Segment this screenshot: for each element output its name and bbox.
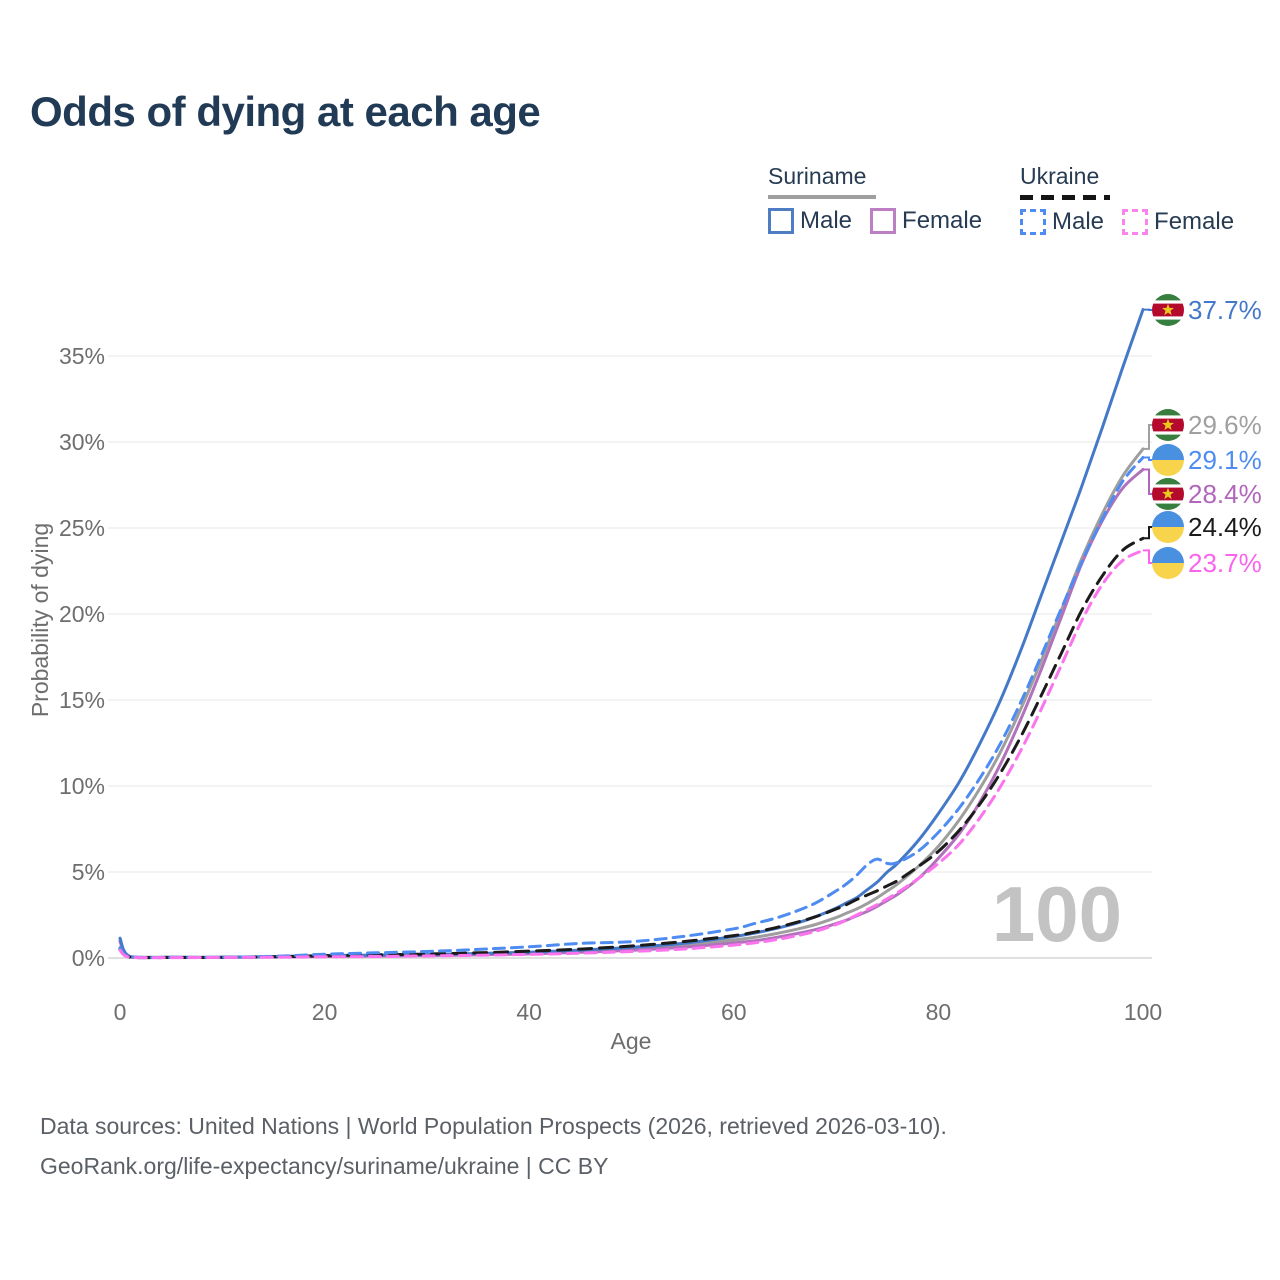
y-tick-label: 35% <box>59 343 105 369</box>
y-tick-label: 15% <box>59 687 105 713</box>
series-line-suriname-male[interactable] <box>118 308 1145 959</box>
footer-data-sources: Data sources: United Nations | World Pop… <box>40 1113 947 1139</box>
legend-item-ukraine-male[interactable]: Male <box>1020 208 1104 236</box>
suriname-flag-icon <box>1152 478 1184 510</box>
end-label-suriname-female: 28.4% <box>1188 479 1262 509</box>
end-labels: 37.7% 29.6% 29.1% 28.4% 24.4% 23.7% <box>1143 294 1262 579</box>
x-tick-label: 20 <box>312 999 338 1025</box>
x-tick-label: 100 <box>1124 999 1162 1025</box>
series-line-suriname-female[interactable] <box>118 468 1145 960</box>
suriname-female-swatch <box>870 208 897 234</box>
footer: Data sources: United Nations | World Pop… <box>40 1106 947 1186</box>
legend: Suriname Male Female Ukraine Male Female <box>0 163 1280 243</box>
series-lines <box>118 308 1145 960</box>
legend-label-suriname-female: Female <box>902 207 983 234</box>
ukraine-flag-icon <box>1152 547 1184 579</box>
y-tick-label: 20% <box>59 601 105 627</box>
ukraine-male-swatch <box>1020 209 1046 235</box>
legend-item-ukraine-female[interactable]: Female <box>1122 208 1234 236</box>
leader-line-ukraine-male <box>1143 456 1154 461</box>
ukraine-line-swatch <box>1020 195 1110 200</box>
suriname-line-swatch <box>768 195 876 199</box>
y-tick-label: 5% <box>72 859 105 885</box>
end-label-suriname-both: 29.6% <box>1188 410 1262 440</box>
series-line-ukraine-male[interactable] <box>118 456 1145 960</box>
page-title: Odds of dying at each age <box>30 88 541 135</box>
gridlines <box>108 355 1152 959</box>
legend-label-ukraine-female: Female <box>1154 208 1235 235</box>
y-axis-title: Probability of dying <box>27 523 53 717</box>
legend-country-ukraine[interactable]: Ukraine <box>1020 163 1100 189</box>
y-tick-label: 10% <box>59 773 105 799</box>
series-line-ukraine-both[interactable] <box>118 536 1145 960</box>
y-tick-label: 30% <box>59 429 105 455</box>
x-axis-title: Age <box>611 1028 652 1054</box>
legend-item-suriname-female[interactable]: Female <box>870 207 982 235</box>
end-label-ukraine-female: 23.7% <box>1188 548 1262 578</box>
legend-group-suriname: Suriname Male Female <box>768 163 1000 235</box>
ukraine-flag-icon <box>1152 511 1184 543</box>
x-tick-label: 60 <box>721 999 747 1025</box>
ukraine-flag-icon <box>1152 444 1184 476</box>
x-tick-label: 80 <box>926 999 952 1025</box>
age-watermark: 100 <box>992 870 1122 958</box>
legend-item-suriname-male[interactable]: Male <box>768 207 852 235</box>
legend-group-ukraine: Ukraine Male Female <box>1020 163 1252 236</box>
x-tick-label: 0 <box>114 999 127 1025</box>
end-label-ukraine-male: 29.1% <box>1188 445 1262 475</box>
leader-line-ukraine-both <box>1143 526 1154 540</box>
suriname-flag-icon <box>1152 409 1184 441</box>
leader-line-ukraine-female <box>1143 549 1154 564</box>
legend-label-ukraine-male: Male <box>1052 208 1105 235</box>
end-label-suriname-male: 37.7% <box>1188 295 1262 325</box>
footer-attribution[interactable]: GeoRank.org/life-expectancy/suriname/ukr… <box>40 1153 609 1179</box>
end-label-ukraine-both: 24.4% <box>1188 512 1262 542</box>
suriname-flag-icon <box>1152 294 1184 326</box>
leader-line-suriname-both <box>1143 424 1154 450</box>
leader-line-suriname-female <box>1143 468 1154 495</box>
series-line-ukraine-female[interactable] <box>118 548 1145 960</box>
series-line-suriname-both[interactable] <box>118 447 1145 959</box>
y-tick-label: 0% <box>72 945 105 971</box>
y-tick-label: 25% <box>59 515 105 541</box>
x-tick-label: 40 <box>516 999 542 1025</box>
legend-label-suriname-male: Male <box>800 207 853 234</box>
legend-country-suriname[interactable]: Suriname <box>768 163 867 189</box>
ukraine-female-swatch <box>1122 209 1149 235</box>
suriname-male-swatch <box>768 208 794 234</box>
axis-ticks: 0% 5% 10% 15% 20% 25% 30% 35% 0 20 40 60 80 100 <box>59 343 1162 1025</box>
